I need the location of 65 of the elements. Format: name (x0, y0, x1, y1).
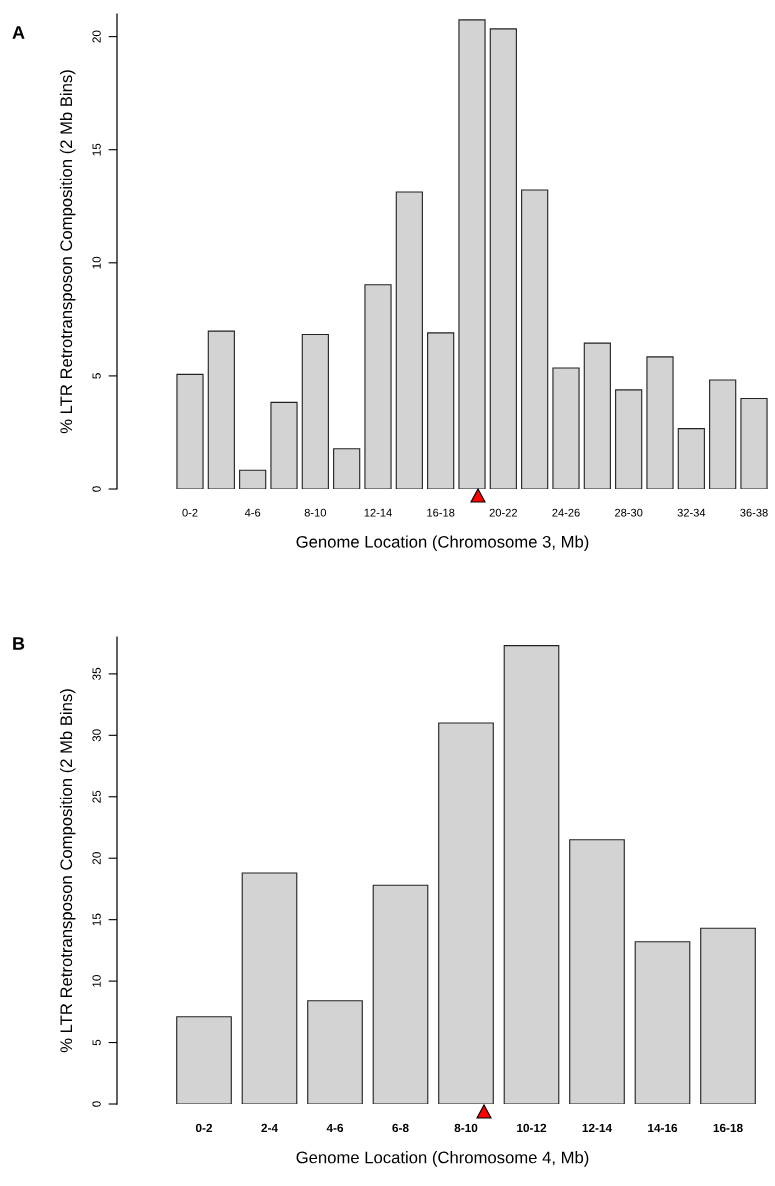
text: A (12, 26, 25, 39)
x-tick-label: 32-34 (677, 508, 706, 517)
bar (615, 389, 643, 489)
bar (709, 379, 737, 489)
x-tick-label: 8-10 (304, 508, 327, 517)
bar (700, 927, 756, 1104)
bar (634, 941, 691, 1104)
y-tick-label: 10 (92, 975, 101, 987)
y-axis-title: % LTR Retrotransposon Composition (2 Mb Bins) (59, 70, 76, 434)
y-tick-label: 25 (92, 790, 101, 803)
bar (740, 397, 768, 489)
x-tick-label: 20-22 (489, 508, 517, 517)
bar (521, 189, 549, 489)
x-tick-label: 36-38 (740, 508, 768, 517)
y-tick-label: 15 (92, 143, 101, 156)
y-tick-label: 20 (92, 30, 101, 43)
x-tick-label: 0-2 (182, 508, 198, 517)
x-tick-label: 12-14 (582, 1123, 613, 1132)
y-tick-label: 30 (92, 729, 101, 742)
bar (372, 884, 429, 1104)
bar (307, 1000, 363, 1104)
x-tick-label: 4-6 (244, 508, 261, 517)
y-tick-label: 10 (92, 256, 101, 269)
x-axis-title: Genome Location (Chromosome 4, Mb) (296, 1151, 589, 1167)
x-tick-label: 10-12 (517, 1123, 547, 1133)
bar (427, 332, 455, 489)
y-tick-label: 5 (92, 1039, 101, 1046)
bar (270, 401, 298, 489)
x-tick-label: 6-8 (392, 1123, 409, 1133)
bar (646, 356, 674, 489)
bar (239, 469, 267, 489)
bar (241, 872, 298, 1104)
bar (677, 428, 705, 489)
y-tick-label: 0 (92, 1101, 101, 1107)
y-tick-label: 15 (92, 913, 101, 926)
y-axis-title: % LTR Retrotransposon Composition (2 Mb Bins) (59, 689, 76, 1053)
y-tick-label: 0 (92, 486, 101, 492)
bar (395, 191, 423, 489)
x-tick-label: 0-2 (195, 1123, 213, 1133)
x-tick-label: 16-18 (713, 1123, 743, 1133)
x-tick-label: 28-30 (615, 508, 643, 517)
y-tick-label: 20 (92, 852, 101, 865)
bar (333, 448, 361, 489)
bar (489, 28, 517, 489)
bar (301, 333, 329, 489)
bar (364, 284, 392, 489)
x-tick-label: 8-10 (454, 1123, 478, 1133)
x-tick-label: 2-4 (261, 1123, 278, 1132)
bar (176, 1016, 232, 1104)
bar (438, 722, 494, 1104)
bar (552, 367, 580, 489)
x-tick-label: 14-16 (648, 1123, 678, 1133)
bar (569, 839, 625, 1104)
bar (503, 645, 560, 1104)
x-tick-label: 4-6 (326, 1123, 344, 1133)
x-axis-title: Genome Location (Chromosome 3, Mb) (296, 535, 589, 551)
y-tick-label: 5 (92, 373, 101, 379)
y-tick-label: 35 (92, 667, 101, 680)
x-tick-label: 12-14 (364, 508, 392, 517)
text: B (13, 637, 25, 650)
bar (583, 342, 611, 489)
x-tick-label: 16-18 (427, 508, 455, 517)
x-tick-label: 24-26 (552, 508, 580, 517)
bar (207, 330, 235, 489)
bar (176, 373, 204, 489)
